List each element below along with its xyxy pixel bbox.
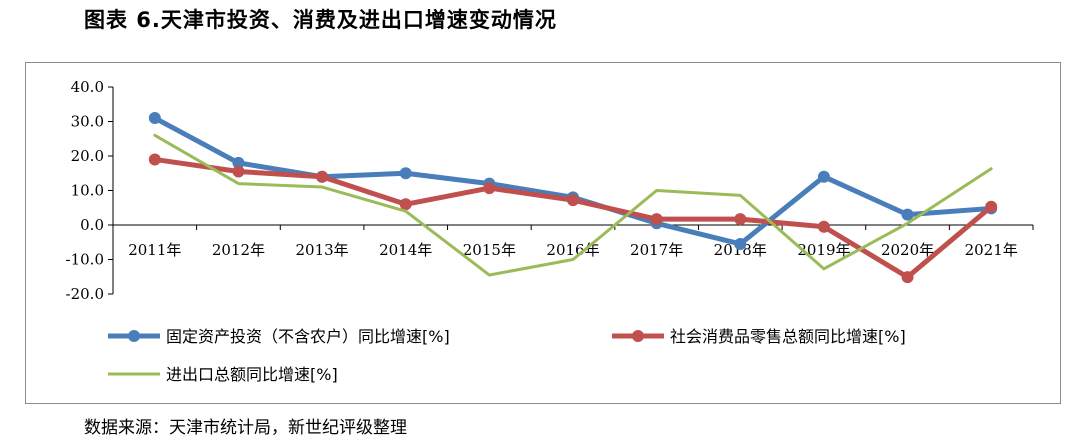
x-tick-label: 2021年	[965, 241, 1018, 259]
legend-label: 进出口总额同比增速[%]	[166, 365, 338, 384]
legend-marker	[632, 330, 644, 342]
data-source-note: 数据来源：天津市统计局，新世纪评级整理	[84, 418, 407, 438]
x-tick-label: 2015年	[463, 241, 516, 259]
data-point	[232, 165, 245, 178]
x-tick-label: 2020年	[881, 241, 934, 259]
data-point	[650, 213, 663, 226]
y-tick-label: 10.0	[71, 182, 104, 200]
y-tick-label: 0.0	[80, 216, 104, 234]
y-tick-label: 30.0	[71, 113, 104, 131]
legend-item: 固定资产投资（不含农户）同比增速[%]	[108, 327, 450, 346]
legend-item: 社会消费品零售总额同比增速[%]	[612, 327, 906, 346]
data-point	[483, 182, 496, 195]
data-point	[232, 156, 245, 169]
data-point	[985, 200, 998, 213]
data-point	[148, 153, 161, 166]
x-tick-label: 2019年	[797, 241, 850, 259]
x-tick-label: 2013年	[295, 241, 348, 259]
data-point	[399, 198, 412, 211]
y-tick-label: -10.0	[66, 251, 104, 269]
data-point	[734, 213, 747, 226]
x-tick-label: 2016年	[546, 241, 599, 259]
chart-frame	[25, 62, 1061, 404]
data-point	[817, 170, 830, 183]
data-point	[817, 220, 830, 233]
legend-item: 进出口总额同比增速[%]	[108, 365, 338, 384]
data-point	[734, 237, 747, 250]
legend-label: 固定资产投资（不含农户）同比增速[%]	[166, 327, 450, 346]
x-tick-label: 2018年	[714, 241, 767, 259]
y-tick-label: 20.0	[71, 147, 104, 165]
x-tick-label: 2014年	[379, 241, 432, 259]
y-tick-label: -20.0	[66, 285, 104, 303]
chart-title: 图表 6.天津市投资、消费及进出口增速变动情况	[84, 8, 557, 32]
data-point	[567, 194, 579, 207]
data-point	[901, 208, 914, 221]
data-point	[901, 271, 914, 284]
series-line-2	[153, 133, 993, 277]
legend-marker	[128, 330, 140, 342]
data-point	[316, 170, 329, 183]
data-point	[399, 167, 412, 180]
data-point	[148, 112, 161, 125]
x-tick-label: 2012年	[212, 241, 265, 259]
x-tick-label: 2011年	[128, 241, 181, 259]
legend-label: 社会消费品零售总额同比增速[%]	[670, 327, 906, 346]
y-tick-label: 40.0	[71, 78, 104, 96]
x-tick-label: 2017年	[630, 241, 683, 259]
